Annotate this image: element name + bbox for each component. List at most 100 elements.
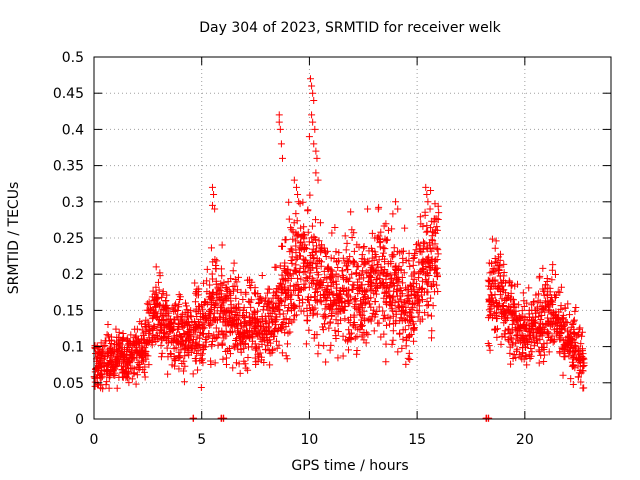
data-point	[505, 277, 513, 285]
data-point	[358, 322, 366, 330]
data-point	[535, 290, 543, 298]
data-point	[150, 334, 158, 342]
data-point	[123, 335, 131, 343]
data-point	[313, 154, 321, 162]
data-point	[360, 242, 368, 250]
data-point	[389, 336, 397, 344]
data-point	[485, 259, 493, 267]
data-point	[294, 274, 302, 282]
data-point	[218, 272, 226, 280]
data-point	[173, 331, 181, 339]
x-tick-label: 5	[197, 432, 206, 448]
data-point	[140, 357, 148, 365]
data-point	[355, 271, 363, 279]
data-point	[331, 224, 339, 232]
data-point	[181, 362, 189, 370]
data-point	[406, 308, 414, 316]
data-point	[535, 312, 543, 320]
data-points	[90, 75, 588, 422]
data-point	[214, 285, 222, 293]
data-point	[373, 308, 381, 316]
data-point	[284, 329, 292, 337]
data-point	[209, 334, 217, 342]
data-point	[302, 340, 310, 348]
y-tick-label: 0.2	[62, 267, 84, 283]
data-point	[488, 268, 496, 276]
data-point	[205, 307, 213, 315]
data-point	[145, 329, 153, 337]
data-point	[433, 269, 441, 277]
data-point	[195, 322, 203, 330]
data-point	[194, 366, 202, 374]
data-point	[312, 216, 320, 224]
data-point	[133, 371, 141, 379]
data-point	[538, 306, 546, 314]
data-point	[278, 349, 286, 357]
data-point	[279, 310, 287, 318]
data-point	[388, 225, 396, 233]
data-point	[379, 244, 387, 252]
data-point	[428, 334, 436, 342]
data-point	[284, 307, 292, 315]
data-point	[408, 314, 416, 322]
data-point	[170, 352, 178, 360]
data-point	[107, 352, 115, 360]
data-point	[125, 340, 133, 348]
data-point	[306, 272, 314, 280]
data-point	[360, 314, 368, 322]
data-point	[407, 291, 415, 299]
y-tick-label: 0.25	[53, 231, 84, 247]
data-point	[281, 329, 289, 337]
data-point	[263, 289, 271, 297]
data-point	[543, 339, 551, 347]
data-point	[382, 321, 390, 329]
data-point	[229, 364, 237, 372]
data-point	[360, 307, 368, 315]
data-point	[410, 287, 418, 295]
data-point	[397, 296, 405, 304]
data-point	[264, 300, 272, 308]
data-point	[543, 329, 551, 337]
data-point	[375, 319, 383, 327]
data-point	[553, 327, 561, 335]
data-point	[345, 335, 353, 343]
data-point	[377, 228, 385, 236]
data-point	[290, 176, 298, 184]
data-point	[266, 361, 274, 369]
data-point	[199, 323, 207, 331]
data-point	[487, 308, 495, 316]
data-point	[138, 326, 146, 334]
data-point	[399, 259, 407, 267]
data-point	[527, 352, 535, 360]
data-point	[316, 219, 324, 227]
data-point	[335, 292, 343, 300]
data-point	[140, 336, 148, 344]
data-point	[427, 224, 435, 232]
data-point	[91, 368, 99, 376]
data-point	[317, 298, 325, 306]
data-point	[382, 220, 390, 228]
data-point	[367, 278, 375, 286]
data-point	[284, 340, 292, 348]
data-point	[341, 315, 349, 323]
data-point	[317, 262, 325, 270]
data-point	[318, 283, 326, 291]
data-point	[360, 336, 368, 344]
data-point	[339, 254, 347, 262]
data-point	[571, 364, 579, 372]
data-point	[154, 278, 162, 286]
data-point	[433, 281, 441, 289]
data-point	[175, 303, 183, 311]
data-point	[359, 294, 367, 302]
data-point	[532, 324, 540, 332]
data-point	[358, 322, 366, 330]
data-point	[371, 297, 379, 305]
data-point	[549, 338, 557, 346]
data-point	[287, 256, 295, 264]
data-point	[409, 318, 417, 326]
data-point	[381, 314, 389, 322]
data-point	[217, 265, 225, 273]
data-point	[304, 206, 312, 214]
data-point	[364, 316, 372, 324]
